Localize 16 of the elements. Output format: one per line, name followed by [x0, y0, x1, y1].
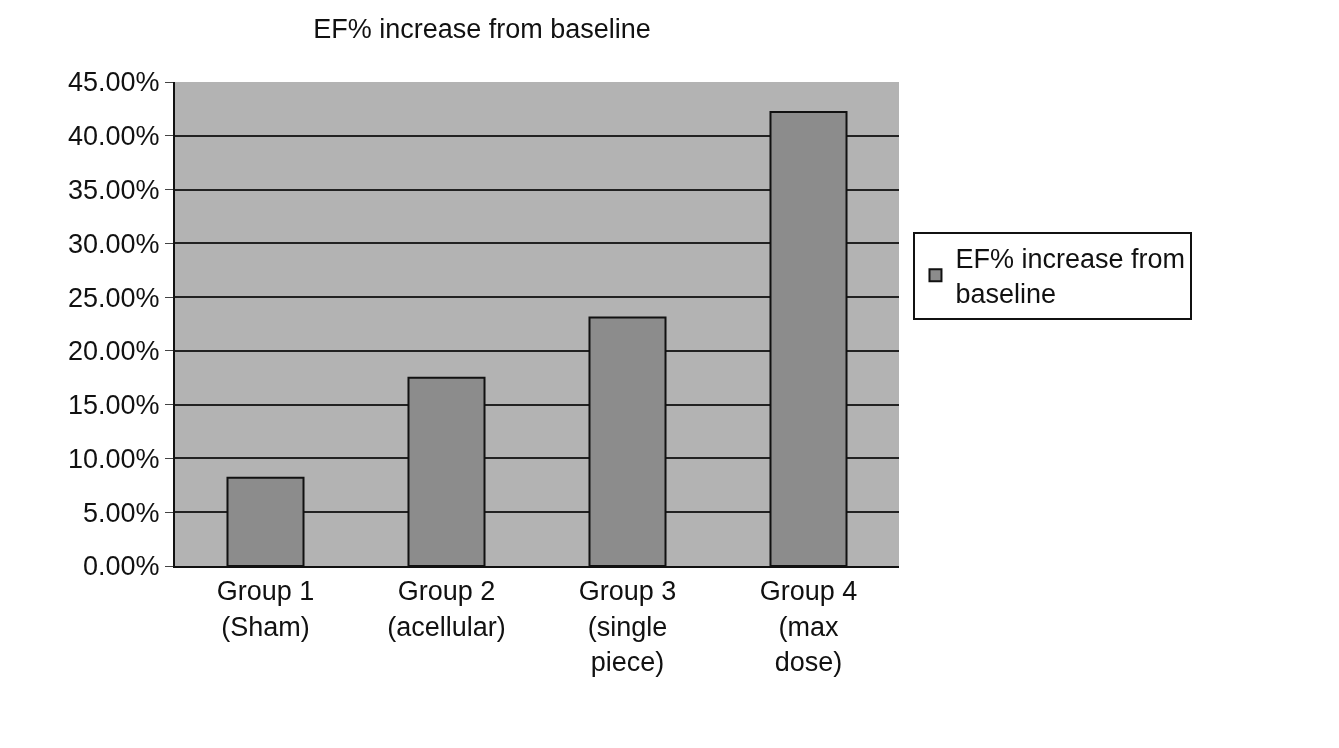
y-tick-label: 0.00% — [83, 551, 160, 582]
x-tick-label: Group 3 (single piece) — [578, 576, 677, 677]
y-tick-label: 10.00% — [68, 443, 160, 474]
y-tick-label: 40.00% — [68, 121, 160, 152]
y-tick-label: 25.00% — [68, 282, 160, 313]
y-tick-label: 35.00% — [68, 175, 160, 206]
y-tick-label: 5.00% — [83, 497, 160, 528]
chart-title: EF% increase from baseline — [313, 13, 651, 44]
y-tick-label: 45.00% — [68, 67, 160, 98]
y-tick-label: 30.00% — [68, 228, 160, 259]
x-tick-label: Group 1 (Sham) — [216, 576, 315, 642]
y-tick-label: 15.00% — [68, 390, 160, 421]
y-tick-label: 20.00% — [68, 336, 160, 367]
legend-label: EF% increase from baseline — [955, 244, 1186, 310]
x-tick-label: Group 2 (acellular) — [387, 576, 506, 642]
x-tick-label: Group 4 (max dose) — [759, 576, 858, 677]
